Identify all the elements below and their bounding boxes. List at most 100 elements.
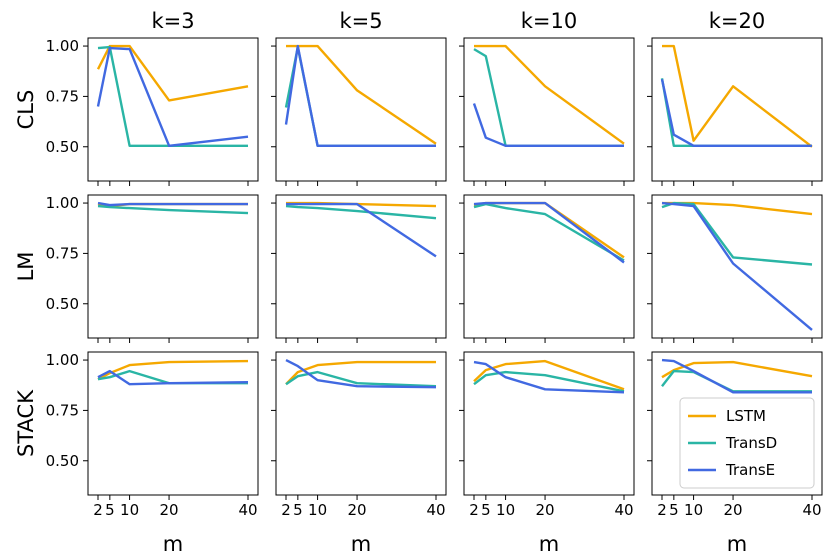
x-axis-label: m: [727, 532, 747, 554]
panel-frame: [87, 194, 259, 339]
x-tick-label: 40: [426, 501, 445, 519]
column-title-k10: k=10: [521, 9, 577, 33]
panel-cls-k5: [271, 37, 447, 186]
series-line-lstm: [285, 360, 436, 386]
panel-lm-k10: [459, 194, 635, 343]
x-tick-label: 20: [160, 501, 179, 519]
series-line-transd: [661, 369, 812, 393]
row-label-stack: STACK: [14, 389, 38, 457]
series-line-transe: [285, 359, 437, 389]
panel-stack-k3: 0.50 0.75 1.00 2 5 10 20 40: [46, 351, 259, 519]
series-line-transd: [97, 45, 248, 148]
series-line-transe: [661, 358, 812, 394]
panel-frame: [275, 351, 447, 496]
x-tick-label: 5: [669, 501, 679, 519]
series-line-transe: [286, 202, 437, 258]
series-line-transe: [473, 201, 625, 264]
x-tick-label: 10: [120, 501, 139, 519]
x-tick-label: 10: [684, 501, 703, 519]
x-axis-label: m: [539, 532, 559, 554]
series-line-lstm: [473, 359, 625, 391]
x-tick-label: 2: [281, 501, 291, 519]
series-line-transe: [473, 360, 625, 394]
panel-frame: [463, 194, 635, 339]
row-label-cls: CLS: [14, 90, 38, 130]
x-axis-label: m: [351, 532, 371, 554]
legend-box: [679, 397, 815, 489]
row-label-lm: LM: [14, 252, 38, 282]
series-line-transe: [660, 79, 812, 148]
series-line-transe: [96, 46, 249, 148]
column-title-k3: k=3: [151, 9, 194, 33]
legend-label-lstm: LSTM: [726, 407, 766, 425]
y-tick-label: 1.00: [46, 194, 79, 212]
series-line-transe: [661, 201, 813, 331]
x-tick-label: 2: [469, 501, 479, 519]
series-line-transd: [97, 204, 249, 215]
series-line-transe: [284, 44, 436, 148]
panel-frame: [275, 194, 447, 339]
y-tick-label: 1.00: [46, 351, 79, 369]
panel-frame: [87, 37, 259, 182]
series-line-transd: [473, 370, 625, 393]
x-tick-label: 20: [536, 501, 555, 519]
series-line-transe: [97, 201, 248, 207]
panel-stack-k10: 2 5 10 20 40: [459, 351, 635, 519]
panel-frame: [275, 37, 447, 182]
y-tick-label: 0.75: [46, 401, 79, 419]
series-line-transd: [473, 202, 625, 262]
x-tick-label: 20: [724, 501, 743, 519]
panel-stack-k5: 2 5 10 20 40: [271, 351, 447, 519]
series-line-lstm: [97, 359, 249, 381]
y-tick-label: 0.50: [46, 295, 79, 313]
x-tick-label: 2: [93, 501, 103, 519]
panel-frame: [651, 37, 823, 182]
series-line-lstm: [473, 201, 625, 259]
panel-lm-k5: [271, 194, 447, 343]
x-tick-label: 10: [308, 501, 327, 519]
x-axis-label: m: [163, 532, 183, 554]
x-tick-label: 40: [802, 501, 821, 519]
panel-cls-k20: [647, 37, 823, 186]
y-tick-label: 0.50: [46, 138, 79, 156]
legend-label-transe: TransE: [725, 461, 775, 479]
series-line-transd: [473, 48, 624, 148]
series-line-transe: [97, 369, 249, 386]
y-tick-label: 1.00: [46, 37, 79, 55]
y-tick-label: 0.50: [46, 452, 79, 470]
series-line-lstm: [661, 360, 813, 379]
series-line-lstm: [96, 44, 249, 102]
panel-frame: [463, 351, 635, 496]
series-line-transd: [285, 204, 437, 220]
x-tick-label: 2: [657, 501, 667, 519]
legend: LSTM TransD TransE: [679, 397, 815, 489]
legend-item-transd: TransD: [688, 434, 777, 452]
panel-lm-k20: [647, 194, 823, 343]
x-tick-label: 40: [614, 501, 633, 519]
panel-frame: [87, 351, 259, 496]
series-line-lstm: [474, 44, 625, 145]
panel-cls-k3: 0.50 0.75 1.00: [46, 37, 259, 186]
column-title-k20: k=20: [709, 9, 765, 33]
panel-lm-k3: 0.50 0.75 1.00: [46, 194, 259, 343]
legend-label-transd: TransD: [725, 434, 777, 452]
panel-stack-k20: 2 5 10 20 40: [647, 351, 823, 519]
panel-frame: [463, 37, 635, 182]
x-tick-label: 5: [293, 501, 303, 519]
x-tick-label: 5: [481, 501, 491, 519]
series-line-transd: [285, 370, 437, 388]
panel-cls-k10: [459, 37, 635, 186]
legend-item-lstm: LSTM: [688, 407, 766, 425]
series-line-lstm: [286, 44, 437, 145]
y-tick-label: 0.75: [46, 87, 79, 105]
x-tick-label: 40: [238, 501, 257, 519]
x-tick-label: 20: [348, 501, 367, 519]
x-tick-label: 5: [105, 501, 115, 519]
series-line-transe: [472, 103, 624, 148]
x-tick-label: 10: [496, 501, 515, 519]
panel-frame: [651, 351, 823, 496]
series-line-lstm: [662, 44, 813, 148]
panel-frame: [651, 194, 823, 339]
column-title-k5: k=5: [339, 9, 382, 33]
